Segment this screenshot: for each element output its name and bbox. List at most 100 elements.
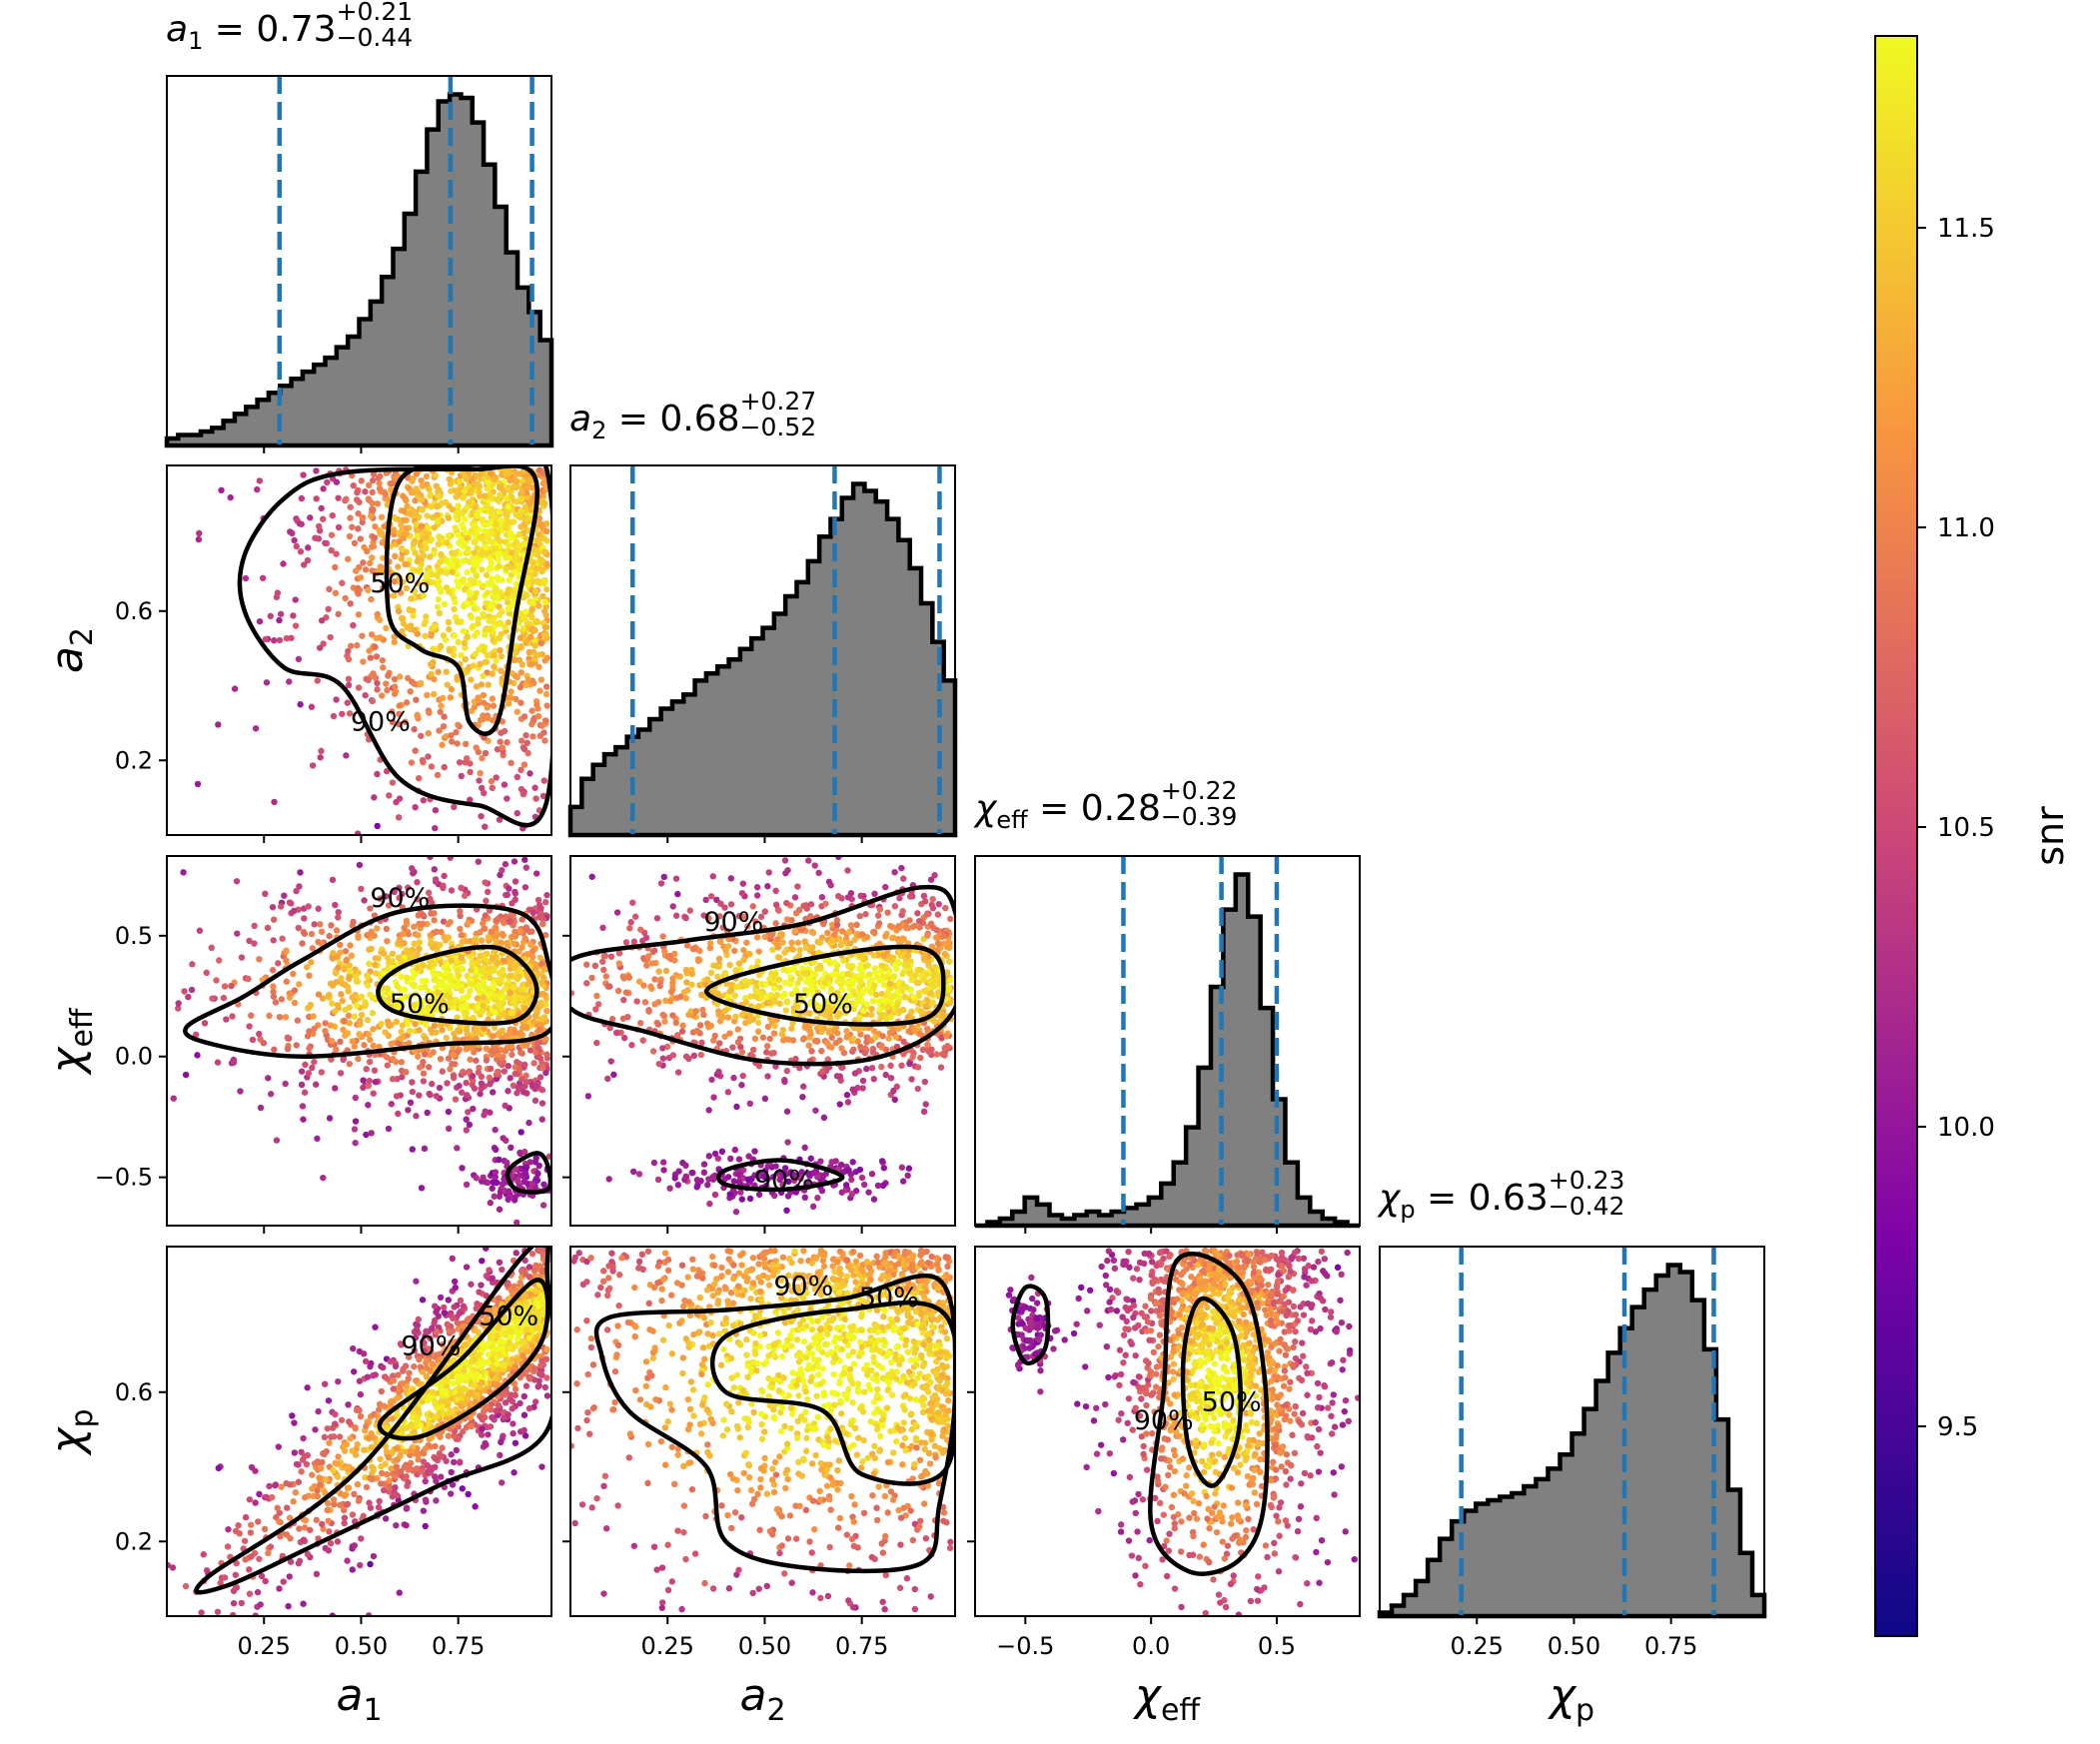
scatter-point (663, 968, 669, 974)
scatter-point (309, 1065, 315, 1071)
scatter-point (649, 960, 655, 966)
scatter-point (310, 762, 316, 768)
scatter-point (379, 514, 385, 520)
scatter-point (541, 737, 547, 743)
scatter-point (770, 998, 776, 1004)
scatter-point (326, 933, 332, 939)
scatter-point (543, 683, 549, 689)
scatter-point (231, 1059, 237, 1065)
scatter-point (369, 500, 375, 506)
scatter-point (462, 528, 468, 534)
scatter-point (507, 973, 513, 979)
scatter-point (674, 1032, 680, 1038)
scatter-point (271, 917, 277, 923)
scatter-point (871, 1028, 877, 1034)
scatter-point (339, 580, 345, 586)
scatter-point (512, 858, 518, 864)
scatter-point (257, 477, 263, 483)
scatter-point (524, 1079, 529, 1085)
scatter-point (271, 994, 277, 1000)
scatter-point (524, 1042, 529, 1048)
scatter-point (504, 495, 510, 501)
scatter-point (533, 870, 539, 876)
scatter-point (497, 1030, 503, 1036)
scatter-point (775, 907, 781, 913)
scatter-point (389, 480, 395, 486)
scatter-point (393, 688, 399, 694)
scatter-point (490, 695, 496, 701)
scatter-point (832, 1158, 838, 1164)
scatter-point (296, 981, 302, 987)
scatter-point (448, 983, 454, 989)
scatter-point (409, 759, 415, 765)
scatter-point (843, 1182, 849, 1188)
scatter-point (604, 1076, 610, 1082)
scatter-point (369, 1130, 375, 1136)
scatter-point (500, 744, 506, 750)
scatter-point (521, 790, 526, 796)
scatter-point (444, 1080, 450, 1086)
scatter-point (843, 1028, 849, 1034)
scatter-point (366, 647, 372, 653)
scatter-point (353, 1118, 359, 1124)
scatter-point (538, 676, 544, 682)
scatter-point (754, 884, 760, 890)
scatter-point (472, 594, 478, 600)
scatter-point (523, 732, 528, 738)
scatter-point (675, 1069, 681, 1075)
scatter-point (280, 560, 286, 566)
scatter-point (735, 1039, 741, 1045)
scatter-point (785, 1036, 791, 1042)
scatter-point (451, 606, 457, 612)
scatter-point (539, 1116, 545, 1122)
scatter-point (333, 550, 339, 556)
scatter-point (934, 1051, 940, 1057)
scatter-point (408, 688, 414, 694)
scatter-point (256, 1031, 262, 1037)
scatter-point (614, 1030, 620, 1036)
scatter-point (260, 575, 266, 581)
scatter-point (506, 605, 512, 611)
scatter-point (525, 750, 530, 756)
scatter-point (474, 683, 480, 689)
scatter-point (337, 942, 343, 948)
scatter-point (366, 961, 372, 967)
scatter-point (439, 742, 445, 748)
scatter-point (285, 1046, 291, 1052)
scatter-point (899, 1165, 905, 1171)
scatter-point (904, 963, 910, 969)
histogram-chi_eff (975, 856, 1360, 1226)
scatter-point (434, 929, 440, 935)
scatter-point (740, 947, 746, 953)
scatter-point (467, 769, 473, 775)
scatter-point (682, 1174, 688, 1180)
scatter-point (396, 608, 402, 614)
scatter-point (459, 932, 465, 938)
scatter-point (701, 1161, 707, 1167)
scatter-point (500, 967, 506, 973)
scatter-point (374, 653, 380, 659)
scatter-point (862, 1050, 868, 1056)
scatter-point (400, 931, 406, 937)
scatter-point (637, 927, 643, 933)
scatter-point (514, 511, 520, 517)
scatter-point (534, 705, 540, 711)
scatter-point (593, 1040, 599, 1046)
scatter-point (615, 988, 621, 994)
scatter-point (305, 544, 311, 550)
scatter-point (358, 535, 364, 541)
scatter-point (448, 973, 454, 979)
scatter-point (839, 928, 845, 934)
scatter-point (346, 676, 352, 682)
scatter-point (533, 618, 539, 624)
scatter-point (727, 1191, 733, 1197)
scatter-point (476, 646, 482, 652)
scatter-point (469, 1003, 475, 1009)
scatter-point (433, 1029, 439, 1035)
scatter-point (428, 661, 434, 667)
scatter-point (430, 1049, 436, 1055)
scatter-point (290, 971, 296, 977)
scatter-point (307, 514, 313, 520)
scatter-point (262, 891, 268, 897)
scatter-point (629, 899, 635, 905)
